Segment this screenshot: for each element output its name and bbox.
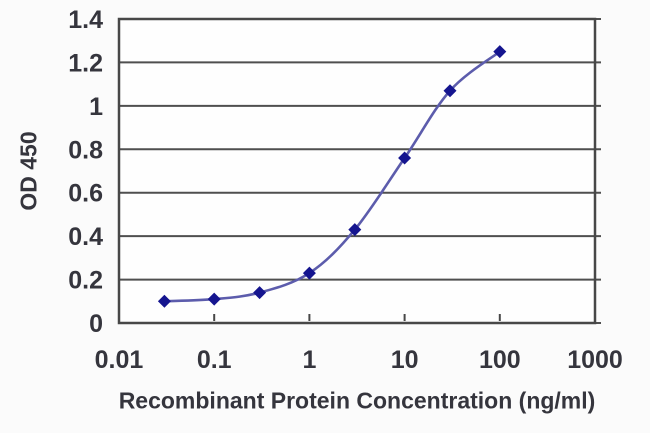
data-point-marker bbox=[443, 84, 457, 98]
y-tick-label: 1.2 bbox=[68, 49, 103, 77]
data-point-marker bbox=[253, 286, 267, 300]
data-point-marker bbox=[493, 45, 507, 59]
y-axis-title: OD 450 bbox=[15, 131, 42, 211]
data-point-marker bbox=[398, 151, 412, 165]
data-point-marker bbox=[207, 292, 221, 306]
x-tick-label: 0.1 bbox=[197, 346, 232, 374]
data-point-marker bbox=[348, 223, 362, 237]
data-point-marker bbox=[302, 266, 316, 280]
x-tick-label: 100 bbox=[479, 346, 521, 374]
x-tick-label: 10 bbox=[391, 346, 419, 374]
x-tick-label: 1 bbox=[302, 346, 316, 374]
y-tick-label: 1 bbox=[89, 93, 103, 121]
y-tick-label: 1.4 bbox=[68, 6, 103, 34]
y-tick-label: 0.8 bbox=[68, 136, 103, 164]
x-axis-title: Recombinant Protein Concentration (ng/ml… bbox=[118, 387, 596, 414]
x-tick-label: 0.01 bbox=[95, 346, 144, 374]
plot-area bbox=[119, 19, 595, 323]
y-tick-label: 0.6 bbox=[68, 180, 103, 208]
plot-border bbox=[117, 17, 597, 325]
y-tick-label: 0.2 bbox=[68, 267, 103, 295]
standard-curve-line bbox=[163, 50, 502, 303]
x-tick-label: 1000 bbox=[567, 346, 623, 374]
y-tick-label: 0.4 bbox=[68, 223, 103, 251]
data-point-marker bbox=[157, 294, 171, 308]
y-tick-label: 0 bbox=[89, 310, 103, 338]
